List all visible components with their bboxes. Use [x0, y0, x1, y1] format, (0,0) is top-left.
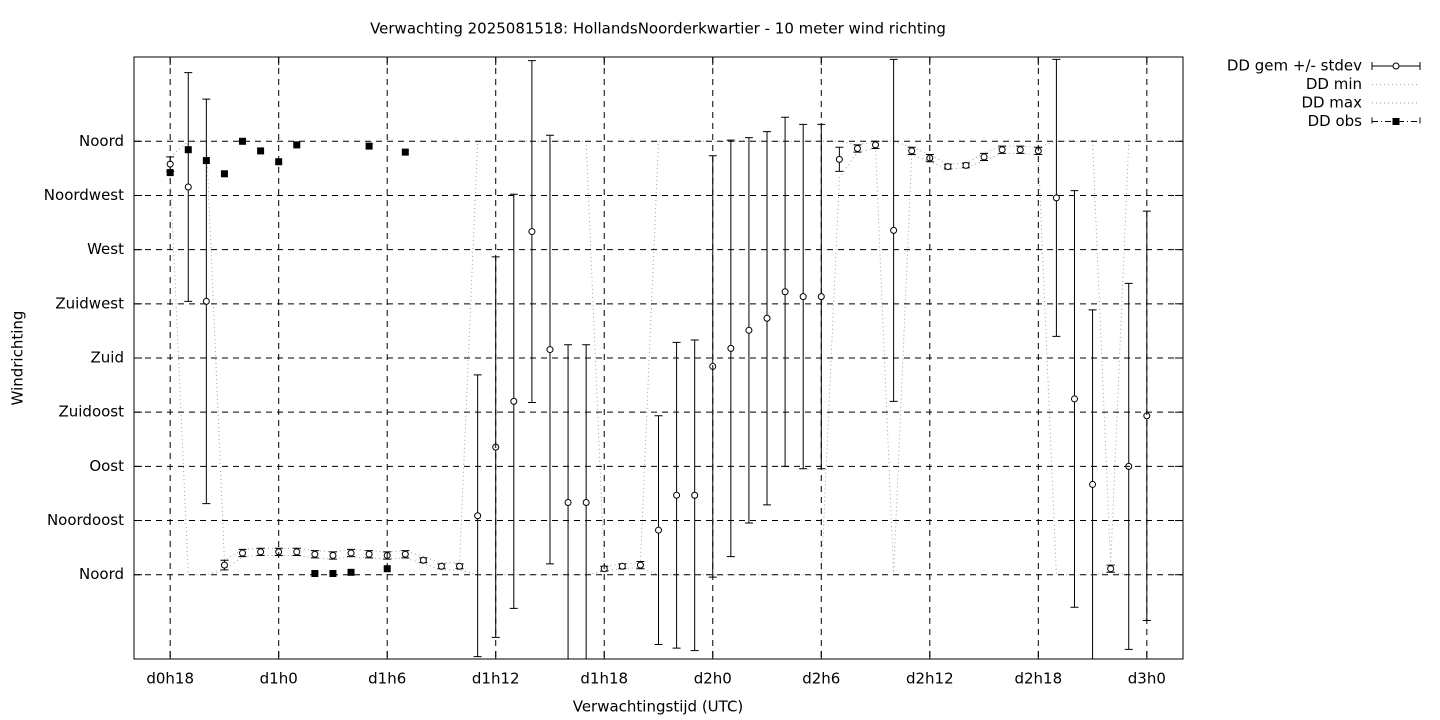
mean-point	[437, 562, 445, 570]
x-tick-label: d0h18	[146, 670, 194, 688]
legend-label: DD min	[1306, 75, 1362, 93]
y-axis-label: Windrichting	[9, 311, 27, 406]
mean-point	[474, 512, 482, 520]
mean-point	[347, 549, 355, 557]
mean-point	[655, 526, 662, 534]
mean-point	[799, 293, 807, 301]
x-tick-label: d1h12	[472, 670, 520, 688]
legend-label: DD max	[1301, 94, 1362, 112]
mean-point	[582, 498, 590, 506]
mean-point	[293, 548, 301, 556]
y-tick-label: Zuid	[91, 349, 124, 367]
obs-point	[347, 568, 355, 576]
y-tick-label: Noord	[79, 132, 124, 150]
mean-point	[980, 153, 988, 161]
mean-point	[1089, 480, 1097, 488]
mean-point	[528, 228, 536, 236]
obs-point	[329, 570, 337, 578]
mean-point	[202, 297, 210, 305]
x-tick-label: d2h6	[802, 670, 840, 688]
x-tick-label: d2h0	[694, 670, 732, 688]
x-tick-label: d3h0	[1128, 670, 1166, 688]
legend-swatch	[1392, 62, 1400, 70]
y-tick-label: Oost	[89, 457, 124, 475]
y-tick-label: Zuidoost	[58, 403, 124, 421]
mean-point	[239, 549, 247, 557]
obs-point	[293, 141, 301, 149]
obs-point	[257, 147, 265, 155]
mean-point	[1052, 194, 1060, 202]
legend-label: DD obs	[1308, 112, 1363, 130]
mean-point	[673, 491, 681, 499]
mean-point	[365, 550, 373, 558]
mean-point	[908, 147, 916, 155]
mean-point	[962, 161, 970, 169]
obs-point	[220, 170, 228, 178]
x-axis-label: Verwachtingstijd (UTC)	[573, 698, 744, 716]
y-tick-label: West	[87, 240, 124, 258]
y-tick-label: Noord	[79, 565, 124, 583]
mean-point	[998, 146, 1006, 154]
x-tick-label: d2h12	[906, 670, 954, 688]
obs-point	[239, 137, 247, 145]
mean-point	[1070, 395, 1078, 403]
mean-point	[419, 556, 427, 564]
mean-point	[618, 562, 626, 570]
mean-point	[401, 550, 409, 558]
x-tick-label: d2h18	[1014, 670, 1062, 688]
mean-point	[853, 145, 861, 153]
mean-point	[817, 293, 825, 301]
mean-point	[257, 548, 265, 556]
mean-point	[184, 183, 192, 191]
x-tick-label: d1h6	[368, 670, 406, 688]
mean-point	[220, 561, 228, 569]
mean-point	[781, 288, 789, 296]
mean-point	[835, 155, 843, 163]
chart-title: Verwachting 2025081518: HollandsNoorderk…	[370, 20, 946, 38]
obs-point	[311, 570, 319, 578]
obs-point	[202, 157, 210, 165]
mean-point	[329, 551, 337, 559]
y-tick-label: Noordoost	[47, 511, 124, 529]
mean-point	[1107, 565, 1115, 573]
mean-point	[456, 562, 464, 570]
x-tick-label: d1h18	[580, 670, 628, 688]
y-tick-label: Zuidwest	[55, 294, 124, 312]
obs-point	[365, 142, 373, 150]
obs-point	[184, 146, 192, 154]
mean-point	[546, 346, 554, 354]
mean-point	[691, 491, 699, 499]
mean-point	[311, 550, 319, 558]
mean-point	[872, 141, 880, 149]
mean-point	[890, 226, 898, 234]
legend-swatch	[1371, 117, 1421, 126]
mean-point	[1016, 146, 1024, 154]
mean-point	[745, 326, 753, 334]
legend-label: DD gem +/- stdev	[1227, 57, 1362, 75]
legend-swatch	[1392, 118, 1400, 125]
obs-point	[401, 148, 409, 156]
mean-point	[564, 498, 572, 506]
plot-area	[166, 58, 1151, 659]
y-tick-label: Noordwest	[44, 186, 124, 204]
mean-point	[763, 314, 771, 322]
x-tick-label: d1h0	[260, 670, 298, 688]
mean-point	[727, 344, 735, 352]
mean-point	[636, 561, 644, 569]
mean-point	[510, 397, 518, 405]
mean-point	[944, 163, 952, 171]
mean-point	[166, 160, 174, 168]
